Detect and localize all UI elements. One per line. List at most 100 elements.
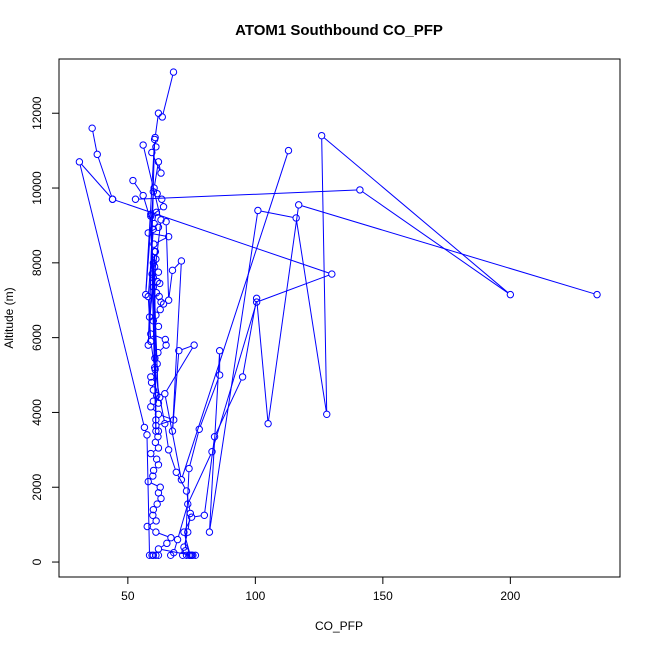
series-segment [321, 138, 328, 412]
data-point [162, 341, 170, 349]
series-segment [184, 535, 190, 553]
data-point [139, 141, 147, 149]
x-axis: 50 100 150 200 [121, 576, 521, 603]
series-segment [92, 131, 98, 152]
series-segment [174, 262, 180, 269]
data-point [200, 511, 209, 519]
series-segment [188, 454, 212, 502]
series-segment [155, 116, 159, 135]
data-point [131, 195, 140, 203]
data-point [149, 386, 158, 394]
series-segment [149, 527, 154, 531]
series-segment [153, 449, 157, 453]
series-segment [81, 163, 111, 198]
data-point [190, 341, 198, 349]
data-point [185, 464, 193, 473]
series-segment [159, 346, 165, 351]
data-point [157, 169, 165, 177]
data-point [147, 403, 155, 411]
series-segment [242, 301, 257, 374]
data-point [157, 216, 165, 224]
data-point [161, 335, 170, 344]
series-7 [161, 146, 293, 484]
data-point [154, 427, 163, 435]
data-point [184, 528, 192, 536]
data-point [169, 68, 178, 76]
data-point [156, 279, 164, 288]
y-tick-label: 0 [30, 558, 44, 565]
series-segment [150, 482, 158, 487]
data-point [145, 313, 154, 321]
series-segment [115, 199, 329, 274]
data-point [161, 390, 169, 398]
data-point [166, 551, 175, 560]
data-point [161, 419, 169, 428]
series-segment [256, 301, 269, 421]
series-segment [160, 544, 165, 548]
data-point [147, 210, 155, 218]
data-point [252, 298, 261, 306]
series-2 [75, 124, 163, 560]
data-point [152, 517, 160, 525]
data-point [151, 438, 160, 447]
data-point [154, 461, 163, 469]
data-point [152, 427, 160, 435]
series-segment [158, 420, 171, 426]
data-point [252, 294, 261, 303]
data-point [75, 158, 84, 166]
data-point [152, 416, 160, 424]
data-point [181, 547, 189, 555]
series-6 [180, 201, 601, 560]
data-point [148, 148, 156, 157]
data-point [142, 290, 150, 299]
data-point [154, 223, 163, 232]
data-point [164, 232, 173, 241]
data-point [506, 290, 515, 299]
data-point [210, 433, 219, 441]
series-segment [204, 439, 215, 513]
data-point [158, 113, 166, 121]
series-segment [181, 153, 288, 477]
y-axis: 0 2000 4000 6000 8000 10000 12000 [30, 96, 60, 565]
series-segment [165, 224, 170, 298]
data-point [150, 247, 159, 256]
y-axis-label: Altitude (m) [2, 287, 16, 348]
data-point [143, 431, 151, 439]
data-point [149, 259, 158, 267]
data-point [215, 347, 224, 355]
data-point [186, 551, 195, 560]
series-segment [177, 507, 188, 537]
data-point [238, 373, 247, 381]
data-point [148, 270, 156, 278]
y-tick-label: 4000 [30, 399, 44, 426]
series-segment [268, 207, 299, 421]
data-point [159, 203, 168, 211]
data-point [215, 371, 224, 379]
series-segment [174, 542, 178, 550]
series-segment [259, 274, 330, 302]
series-segment [154, 215, 157, 221]
data-point [182, 487, 191, 495]
series-segment [158, 532, 169, 538]
data-point [187, 513, 196, 521]
data-point [177, 476, 186, 484]
data-point [152, 528, 160, 536]
data-point [154, 444, 163, 452]
data-point [164, 296, 173, 304]
data-point [156, 305, 164, 314]
data-point [323, 410, 331, 419]
x-tick-label: 50 [121, 589, 135, 603]
x-axis-label: CO_PFP [315, 619, 363, 633]
data-point [144, 341, 152, 349]
data-point [356, 186, 364, 194]
data-point [295, 201, 303, 209]
y-tick-label: 2000 [30, 474, 44, 501]
data-point [154, 109, 163, 117]
series-segment [164, 426, 169, 447]
data-point [191, 551, 200, 560]
series-segment [79, 164, 145, 425]
series-segment [162, 75, 174, 114]
data-point [593, 290, 601, 299]
data-point [164, 446, 173, 454]
